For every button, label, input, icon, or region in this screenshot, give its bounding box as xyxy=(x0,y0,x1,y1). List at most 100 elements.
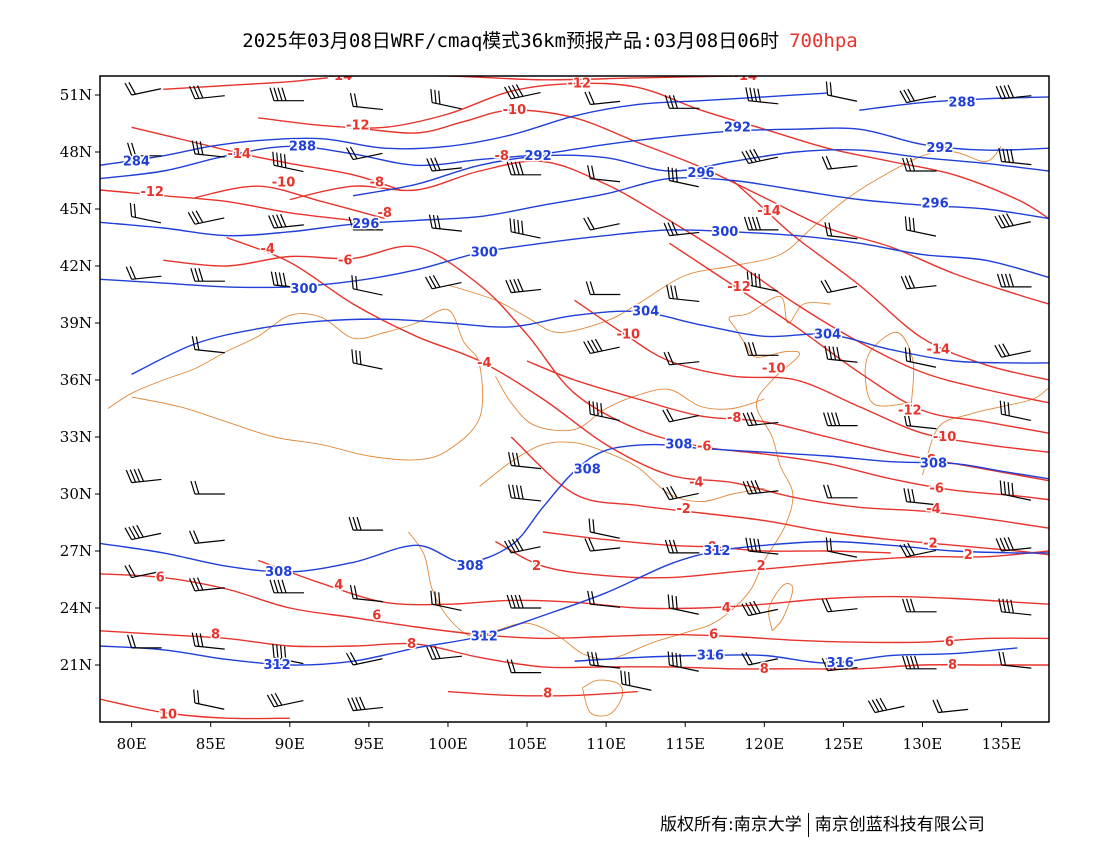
wind-barb xyxy=(745,537,779,555)
wind-barb xyxy=(904,216,937,237)
temperature-contour-label: -8 xyxy=(922,453,936,468)
wind-barb xyxy=(998,598,1032,616)
y-tick-label: 33N xyxy=(60,428,92,446)
temperature-contour-label: -8 xyxy=(494,149,508,164)
height-contour-label: 312 xyxy=(471,630,498,645)
temperature-contour xyxy=(163,76,733,90)
wind-barb xyxy=(349,92,383,111)
y-tick-label: 24N xyxy=(60,599,92,617)
wind-barb xyxy=(584,91,621,106)
temperature-contour-label: -14 xyxy=(734,69,758,84)
temperature-contour-label: -4 xyxy=(260,242,274,257)
temperature-contour-label: -6 xyxy=(338,253,352,268)
temperature-contour-label: 8 xyxy=(760,662,769,677)
credit-separator xyxy=(807,813,809,837)
wind-barb xyxy=(741,651,778,666)
height-contour-label: 300 xyxy=(711,225,738,240)
x-tick-label: 135E xyxy=(982,735,1022,753)
height-contour-label: 288 xyxy=(289,139,316,154)
height-contour-label: 288 xyxy=(948,96,975,111)
temperature-contour-label: -6 xyxy=(929,481,943,496)
temperature-contour-label: 8 xyxy=(407,637,416,652)
height-contour xyxy=(352,149,1049,197)
temperature-contour-label: -12 xyxy=(898,403,922,418)
wind-barb xyxy=(620,670,652,691)
temperature-contour-label: 4 xyxy=(722,601,731,616)
height-contour-label: 296 xyxy=(352,217,379,232)
wind-barb xyxy=(345,651,383,666)
y-tick-label: 39N xyxy=(60,314,92,332)
wind-barb xyxy=(191,140,225,158)
wind-barb xyxy=(823,412,858,427)
y-tick-label: 48N xyxy=(60,143,92,161)
wind-barb xyxy=(189,577,225,592)
wind-barbs xyxy=(124,81,1032,714)
height-contour-label: 308 xyxy=(574,462,601,477)
wind-barb xyxy=(191,632,225,650)
height-contour-label: 296 xyxy=(922,196,949,211)
map-title: 2025年03月08日WRF/cmaq模式36km预报产品:03月08日06时 7… xyxy=(0,26,1100,53)
wind-barb xyxy=(272,151,304,173)
height-contour-label: 312 xyxy=(264,658,291,673)
wind-barb xyxy=(588,518,620,539)
wind-barb xyxy=(743,342,779,356)
temperature-contour xyxy=(574,299,1049,453)
wind-barb xyxy=(424,274,462,290)
wind-barb xyxy=(269,87,304,102)
wind-barb xyxy=(821,155,858,170)
wind-barb xyxy=(585,281,621,296)
temperature-contour xyxy=(258,82,1049,220)
boundary-line xyxy=(479,441,765,503)
wind-barb xyxy=(825,81,858,102)
wind-barb xyxy=(825,537,858,558)
wind-barb xyxy=(587,651,621,669)
wind-barb xyxy=(823,484,858,499)
height-contour-label: 316 xyxy=(827,656,854,671)
temperature-contour-label: -2 xyxy=(923,536,937,551)
height-contour xyxy=(100,127,1049,180)
wind-barb xyxy=(745,87,779,105)
x-tick-label: 115E xyxy=(665,735,705,753)
wind-barb xyxy=(583,216,620,231)
height-contours xyxy=(100,92,1049,666)
wind-barb xyxy=(506,161,542,176)
temperature-contour xyxy=(100,189,354,222)
temperature-contour xyxy=(194,185,385,220)
wind-barb xyxy=(272,643,304,665)
height-contour xyxy=(100,92,828,166)
temperature-contour-label: -10 xyxy=(933,430,957,445)
pressure-level: 700hpa xyxy=(789,30,858,52)
wind-barb xyxy=(587,590,621,608)
wind-barb xyxy=(742,479,779,495)
wind-barb xyxy=(995,84,1032,100)
wind-barb xyxy=(270,271,304,289)
x-tick-label: 120E xyxy=(745,735,785,753)
wind-barb xyxy=(824,222,858,240)
y-tick-label: 36N xyxy=(60,371,92,389)
temperature-contour xyxy=(131,126,401,191)
wind-barb xyxy=(268,213,304,229)
temperature-contour-label: -12 xyxy=(567,77,591,92)
wind-barb xyxy=(349,585,383,603)
wind-barb xyxy=(999,400,1031,422)
wind-barb xyxy=(347,696,383,712)
wind-barb xyxy=(266,692,304,708)
temperature-contour-label: -8 xyxy=(727,411,741,426)
height-contour-label: 296 xyxy=(687,166,714,181)
temperature-contour xyxy=(100,698,290,720)
wind-barb xyxy=(127,634,162,649)
boundary-line xyxy=(864,332,915,407)
wind-barb xyxy=(587,165,621,183)
wind-barb xyxy=(348,216,384,231)
boundary-line xyxy=(408,295,831,660)
wind-barb xyxy=(746,271,778,292)
height-contour-label: 308 xyxy=(665,438,692,453)
temperature-contour-label: 6 xyxy=(709,628,718,643)
boundary-line xyxy=(768,583,794,632)
wind-barb xyxy=(189,530,225,544)
y-tick-label: 27N xyxy=(60,542,92,560)
wind-barb xyxy=(506,659,542,674)
wind-barb xyxy=(505,278,542,294)
temperature-contour-label: 2 xyxy=(532,559,541,574)
wind-barb xyxy=(999,480,1031,501)
